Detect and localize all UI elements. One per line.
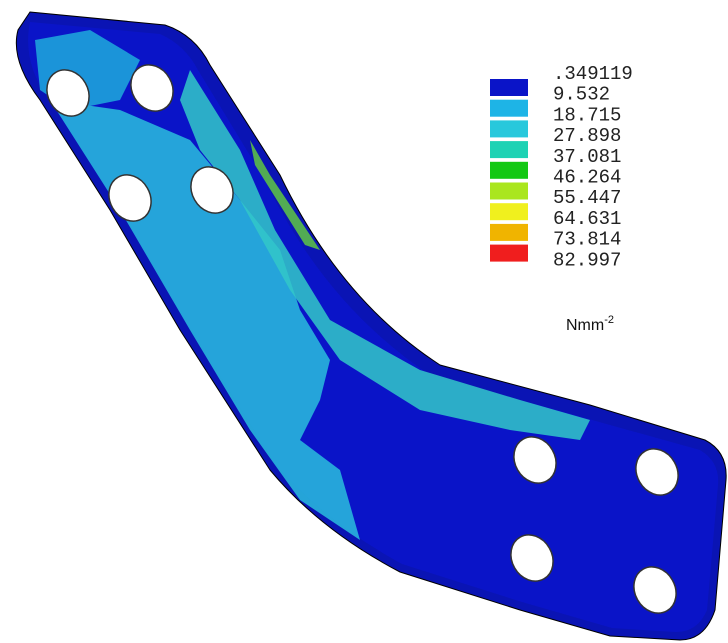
legend-swatch [490, 224, 528, 241]
legend-swatch [490, 162, 528, 179]
legend-label: 27.898 [553, 125, 621, 147]
legend-label: 55.447 [553, 187, 621, 209]
unit-exponent: -2 [604, 314, 614, 326]
legend-label: 46.264 [553, 167, 621, 189]
legend-swatch [490, 120, 528, 137]
legend: .3491199.53218.71527.89837.08146.26455.4… [490, 63, 633, 271]
unit-base: Nmm [566, 317, 604, 334]
legend-label: 73.814 [553, 229, 621, 251]
legend-label: 82.997 [553, 249, 621, 271]
legend-label: 9.532 [553, 84, 610, 106]
stress-plot: .3491199.53218.71527.89837.08146.26455.4… [0, 0, 728, 643]
legend-swatch [490, 100, 528, 117]
legend-label: 18.715 [553, 104, 621, 126]
legend-label: 64.631 [553, 208, 621, 230]
legend-swatch [490, 79, 528, 96]
legend-swatch [490, 203, 528, 220]
legend-label: .349119 [553, 63, 633, 85]
unit: Nmm-2 [566, 314, 614, 334]
legend-label: 37.081 [553, 146, 621, 168]
legend-swatch [490, 141, 528, 158]
legend-swatch [490, 183, 528, 200]
legend-swatch [490, 245, 528, 262]
